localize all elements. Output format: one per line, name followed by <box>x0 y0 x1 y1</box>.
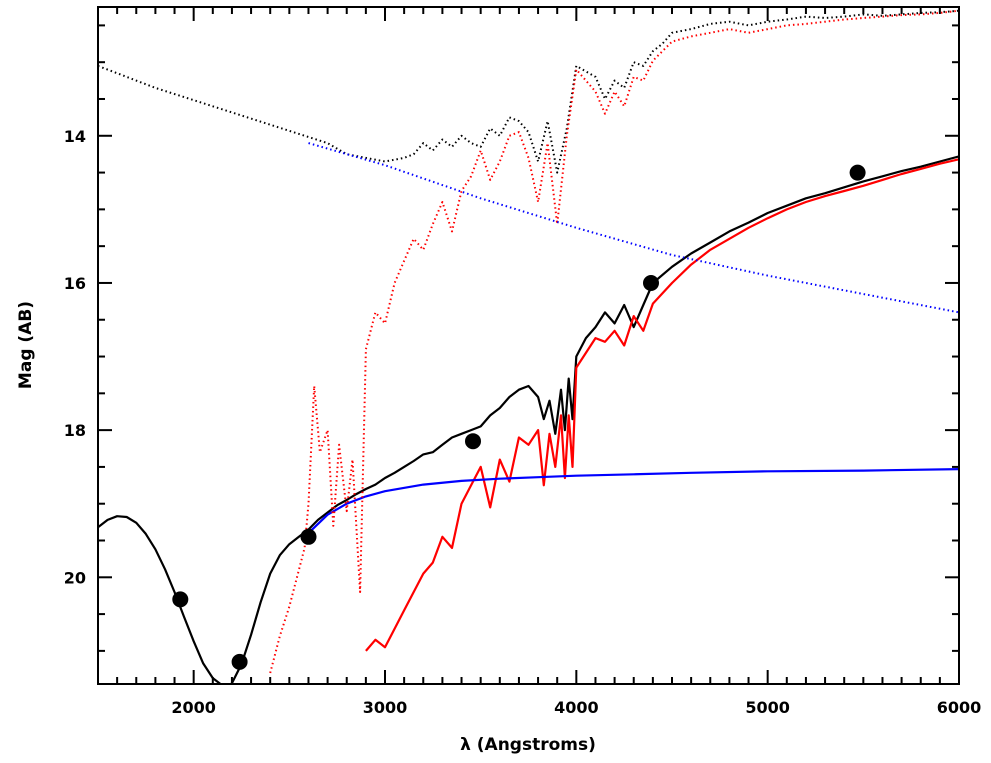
data-point <box>300 528 317 545</box>
solid-line-1 <box>365 158 959 652</box>
data-point <box>231 653 248 670</box>
y-tick-label: 20 <box>64 568 86 587</box>
x-tick-label: 2000 <box>171 698 216 717</box>
y-tick-label: 16 <box>64 274 86 293</box>
x-axis-label: λ (Angstroms) <box>460 735 596 755</box>
x-tick-label: 6000 <box>937 698 982 717</box>
ticks-layer: 2000 3000 4000 5000 6000 14 16 18 20 <box>64 7 982 717</box>
dotted-line-4 <box>269 9 959 674</box>
plot-frame <box>97 6 960 685</box>
dotted-line-3 <box>98 9 959 174</box>
data-point <box>643 275 659 291</box>
x-tick-label: 5000 <box>745 698 790 717</box>
y-axis-label: Mag (AB) <box>16 301 36 389</box>
x-tick-label: 3000 <box>363 698 408 717</box>
data-point <box>849 164 866 181</box>
data-point <box>172 591 189 608</box>
series-layer <box>98 9 959 684</box>
data-point <box>465 433 481 450</box>
y-tick-label: 18 <box>64 421 86 440</box>
dotted-line-5 <box>308 142 959 314</box>
solid-line-0 <box>98 155 959 684</box>
x-tick-label: 4000 <box>554 698 599 717</box>
solid-line-2 <box>307 468 959 534</box>
y-tick-label: 14 <box>64 127 86 146</box>
